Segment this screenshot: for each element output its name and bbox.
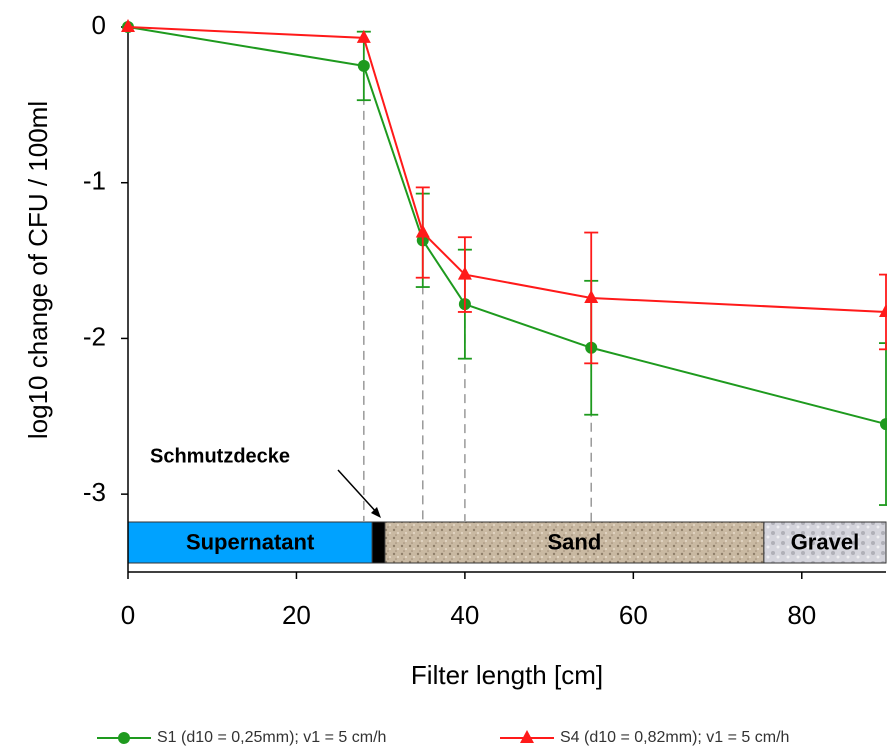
series-line xyxy=(127,26,887,426)
layer-label: Gravel xyxy=(791,529,860,554)
y-tick-label: -3 xyxy=(83,477,106,507)
layer xyxy=(127,521,373,564)
layer xyxy=(384,521,765,564)
legend-label: S4 (d10 = 0,82mm); v1 = 5 cm/h xyxy=(560,729,789,746)
layer-label: Sand xyxy=(547,529,601,554)
x-tick-label: 60 xyxy=(619,600,648,630)
layer-label: Supernatant xyxy=(186,529,315,554)
marker xyxy=(357,59,370,72)
y-axis-title: log10 change of CFU / 100ml xyxy=(23,101,53,439)
annotation-arrow xyxy=(337,469,379,515)
x-axis-title: Filter length [cm] xyxy=(411,660,603,690)
annotation: Schmutzdecke xyxy=(150,445,290,467)
marker xyxy=(879,303,887,317)
y-tick-label: -1 xyxy=(83,166,106,196)
legend-label: S1 (d10 = 0,25mm); v1 = 5 cm/h xyxy=(157,729,386,746)
x-tick-label: 40 xyxy=(450,600,479,630)
marker xyxy=(457,266,472,280)
marker xyxy=(415,224,430,238)
y-tick-label: -2 xyxy=(83,321,106,351)
legend-marker xyxy=(520,730,534,743)
marker xyxy=(584,289,599,303)
x-tick-label: 80 xyxy=(787,600,816,630)
x-tick-label: 20 xyxy=(282,600,311,630)
layer xyxy=(371,521,386,564)
x-tick-label: 0 xyxy=(121,600,135,630)
y-tick-label: 0 xyxy=(92,10,106,40)
marker xyxy=(121,19,135,32)
marker xyxy=(880,418,887,431)
layer xyxy=(763,521,887,564)
marker xyxy=(356,29,371,43)
legend-marker xyxy=(118,732,130,744)
arrow-head xyxy=(371,507,381,518)
series-line xyxy=(127,26,887,313)
